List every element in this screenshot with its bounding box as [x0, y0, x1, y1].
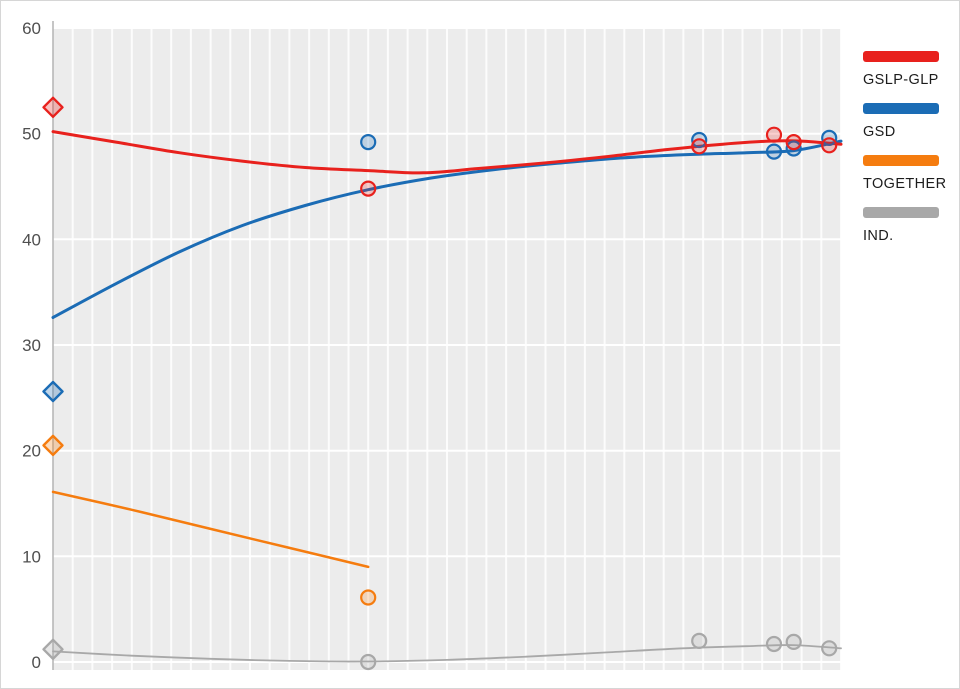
poll-marker-together [360, 589, 377, 606]
election-result-marker-together [42, 434, 64, 457]
trend-line-ind [52, 644, 842, 663]
legend-label-together: TOGETHER [863, 176, 947, 192]
legend-swatch-gsd [863, 103, 939, 114]
election-result-marker-gsd [42, 380, 64, 403]
legend-swatch-gslp-glp [863, 51, 939, 62]
legend-label-gsd: GSD [863, 124, 896, 140]
legend-label-gslp-glp: GSLP-GLP [863, 72, 939, 88]
legend-item-gslp-glp: GSLP-GLP [863, 51, 955, 92]
poll-marker-gslp-glp [765, 126, 783, 143]
election-result-marker-gslp-glp [42, 96, 64, 118]
legend-item-gsd: GSD [863, 103, 955, 144]
y-tick-label: 60 [22, 19, 41, 38]
trend-line-together [51, 490, 370, 569]
trend-line-gslp-glp [51, 130, 843, 175]
poll-marker-gsd [765, 143, 783, 160]
y-tick-label: 40 [22, 230, 41, 249]
legend: GSLP-GLP GSD TOGETHER IND. [863, 51, 955, 259]
poll-marker-gslp-glp [821, 137, 838, 154]
poll-marker-ind [821, 640, 838, 657]
election-result-marker-ind [42, 638, 64, 660]
y-tick-label: 20 [22, 442, 41, 461]
legend-swatch-ind [863, 207, 939, 218]
y-tick-label: 0 [32, 653, 41, 672]
legend-label-ind: IND. [863, 228, 894, 244]
legend-item-ind: IND. [863, 207, 955, 248]
poll-marker-ind [765, 635, 783, 653]
y-tick-label: 50 [22, 125, 41, 144]
poll-marker-gsd [360, 134, 377, 151]
trend-line-gsd [51, 139, 843, 319]
y-tick-label: 10 [22, 547, 41, 566]
poll-marker-ind [785, 633, 802, 651]
poll-marker-gslp-glp [360, 180, 377, 197]
poll-marker-ind [691, 632, 708, 650]
legend-item-together: TOGETHER [863, 155, 955, 196]
poll-marker-ind [360, 653, 377, 671]
legend-swatch-together [863, 155, 939, 166]
poll-marker-gslp-glp [691, 138, 708, 155]
y-tick-label: 30 [22, 336, 41, 355]
poll-marker-gslp-glp [785, 134, 802, 151]
